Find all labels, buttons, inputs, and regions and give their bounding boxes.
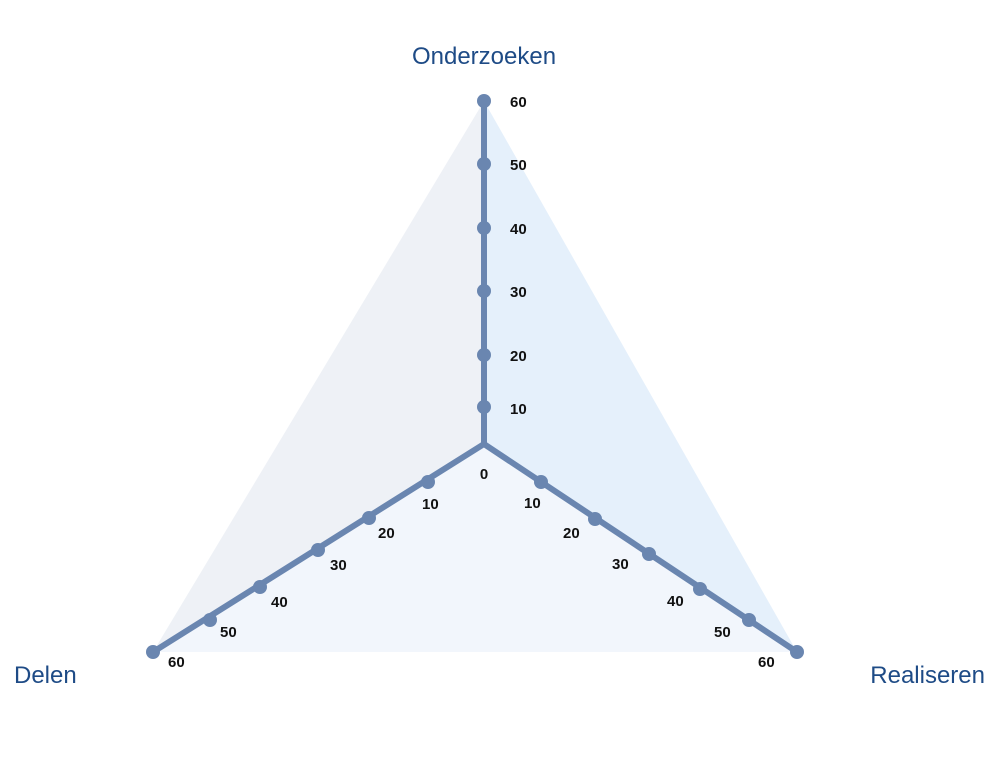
tick-dot-delen-10 [421, 475, 435, 489]
tick-dot-realiseren-60 [790, 645, 804, 659]
tick-label-delen-40: 40 [271, 594, 288, 611]
tick-label-realiseren-20: 20 [563, 525, 580, 542]
tick-label-onderzoeken-10: 10 [510, 401, 527, 418]
tick-label-realiseren-30: 30 [612, 556, 629, 573]
tick-label-delen-10: 10 [422, 496, 439, 513]
tick-dot-onderzoeken-30 [477, 284, 491, 298]
axis-title-onderzoeken: Onderzoeken [412, 43, 556, 70]
tick-label-delen-20: 20 [378, 525, 395, 542]
tick-label-delen-50: 50 [220, 624, 237, 641]
tick-label-realiseren-50: 50 [714, 624, 731, 641]
tick-dot-realiseren-40 [693, 582, 707, 596]
tick-dot-delen-40 [253, 580, 267, 594]
tick-dot-realiseren-10 [534, 475, 548, 489]
origin-label: 0 [480, 466, 488, 483]
tick-label-onderzoeken-30: 30 [510, 284, 527, 301]
tick-dot-delen-60 [146, 645, 160, 659]
tick-label-onderzoeken-40: 40 [510, 221, 527, 238]
tick-dot-onderzoeken-20 [477, 348, 491, 362]
tick-label-onderzoeken-60: 60 [510, 94, 527, 111]
axis-title-delen: Delen [14, 662, 77, 689]
tick-dot-onderzoeken-50 [477, 157, 491, 171]
tick-dot-delen-30 [311, 543, 325, 557]
region-onderzoeken-delen [153, 101, 484, 652]
region-onderzoeken-realiseren [484, 101, 797, 652]
tick-label-delen-60: 60 [168, 654, 185, 671]
tick-dot-onderzoeken-60 [477, 94, 491, 108]
tick-dot-onderzoeken-40 [477, 221, 491, 235]
tick-dot-delen-50 [203, 613, 217, 627]
tick-label-onderzoeken-50: 50 [510, 157, 527, 174]
tick-dot-realiseren-50 [742, 613, 756, 627]
tick-marks: 10 20 30 40 50 60 10 20 30 40 50 60 10 20 30 40 50 60 [146, 94, 804, 671]
axis-title-realiseren: Realiseren [870, 662, 985, 689]
tick-dot-realiseren-20 [588, 512, 602, 526]
tick-label-realiseren-40: 40 [667, 593, 684, 610]
tick-label-onderzoeken-20: 20 [510, 348, 527, 365]
tick-label-realiseren-10: 10 [524, 495, 541, 512]
tick-dot-delen-20 [362, 511, 376, 525]
tick-label-delen-30: 30 [330, 557, 347, 574]
tick-dot-onderzoeken-10 [477, 400, 491, 414]
tick-dot-realiseren-30 [642, 547, 656, 561]
region-delen-realiseren [153, 444, 797, 652]
tick-label-realiseren-60: 60 [758, 654, 775, 671]
